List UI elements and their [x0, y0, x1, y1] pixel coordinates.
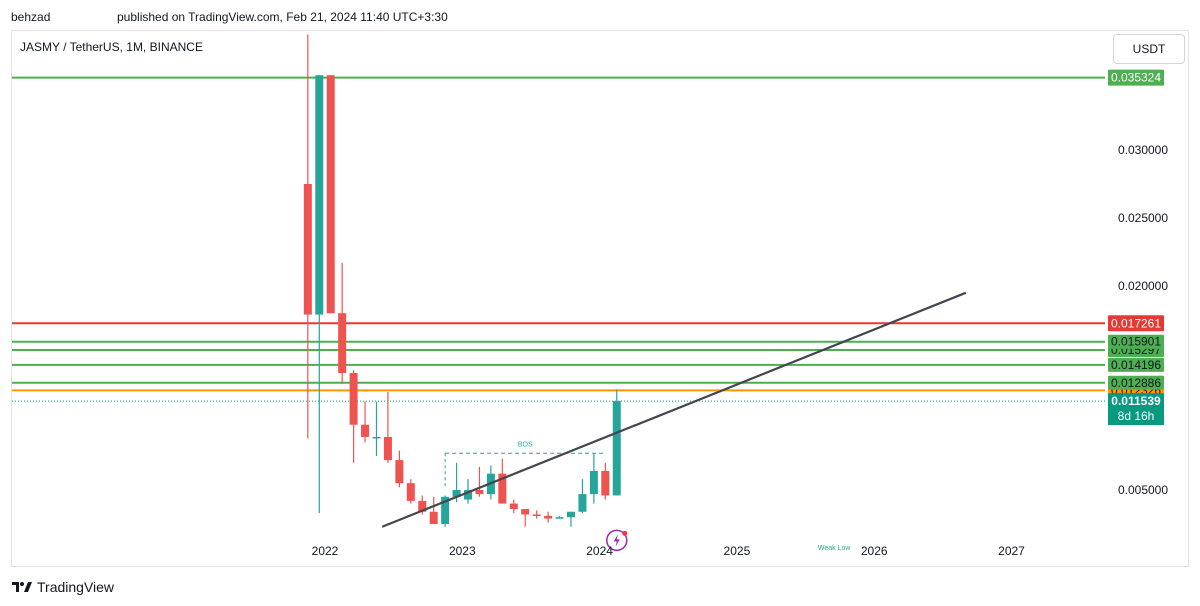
candle-body	[383, 436, 392, 461]
candle-body	[589, 470, 598, 495]
current-price-label: 0.011539	[1111, 394, 1161, 408]
candle-body	[612, 401, 621, 496]
candle-body	[406, 483, 415, 501]
published-info: published on TradingView.com, Feb 21, 20…	[117, 10, 448, 24]
candle-body	[361, 424, 370, 437]
annotation-label: Weak Low	[818, 545, 851, 552]
tradingview-logo-icon[interactable]	[11, 580, 33, 594]
price-tag-label: 0.017261	[1111, 316, 1161, 330]
countdown-label: 8d 16h	[1118, 409, 1155, 423]
chart-frame	[11, 30, 1189, 567]
candle-body	[303, 184, 312, 315]
candle-body	[429, 511, 438, 524]
candle-body	[475, 490, 484, 495]
candle-body	[441, 496, 450, 524]
candle-body	[418, 500, 427, 512]
x-tick-label: 2022	[312, 544, 339, 558]
candle-body	[555, 517, 564, 519]
candle-body	[601, 470, 610, 496]
candle-body	[326, 75, 335, 314]
current-price-tag-bg	[1108, 393, 1164, 426]
author-name[interactable]: behzad	[11, 10, 51, 24]
notification-dot	[622, 530, 628, 536]
y-tick-label: 0.030000	[1118, 143, 1168, 157]
lightning-glyph	[613, 534, 620, 547]
price-tag-label: 0.014196	[1111, 358, 1161, 372]
candle-body	[498, 473, 507, 504]
price-tag-label: 0.012886	[1111, 376, 1161, 390]
x-tick-label: 2027	[998, 544, 1025, 558]
price-tag-label: 0.035324	[1111, 71, 1161, 85]
trend-line	[381, 291, 967, 528]
candle-body	[395, 460, 404, 484]
annotation-label: BOS	[518, 441, 533, 448]
footer: TradingView	[11, 578, 114, 596]
y-tick-label: 0.005000	[1118, 483, 1168, 497]
candle-body	[544, 515, 553, 519]
candle-body	[338, 313, 347, 374]
price-tag-bg	[1108, 315, 1164, 332]
symbol-title: JASMY / TetherUS, 1M, BINANCE	[20, 40, 203, 54]
candle-body	[372, 436, 381, 439]
y-tick-label: 0.025000	[1118, 211, 1168, 225]
candle-body	[509, 503, 518, 510]
candle-body	[315, 75, 324, 315]
candle-body	[464, 490, 473, 500]
candle-body	[578, 494, 587, 512]
price-tag-bg	[1108, 357, 1164, 372]
candle-body	[452, 490, 461, 497]
price-tag-bg	[1108, 334, 1164, 349]
y-tick-label: 0.020000	[1118, 279, 1168, 293]
price-tag-label: 0.015901	[1111, 335, 1161, 349]
candle-body	[349, 373, 358, 425]
footer-brand[interactable]: TradingView	[37, 579, 115, 595]
candle-body	[566, 511, 575, 518]
currency-button[interactable]: USDT	[1113, 34, 1185, 64]
x-tick-label: 2023	[449, 544, 476, 558]
top-bar: behzad published on TradingView.com, Feb…	[0, 0, 1200, 30]
x-tick-label: 2025	[724, 544, 751, 558]
x-tick-label: 2026	[861, 544, 888, 558]
candle-body	[521, 509, 530, 515]
candle-body	[532, 514, 541, 516]
price-tag-bg	[1108, 375, 1164, 390]
price-tag-bg	[1108, 69, 1164, 86]
x-tick-label: 2024	[586, 544, 613, 558]
